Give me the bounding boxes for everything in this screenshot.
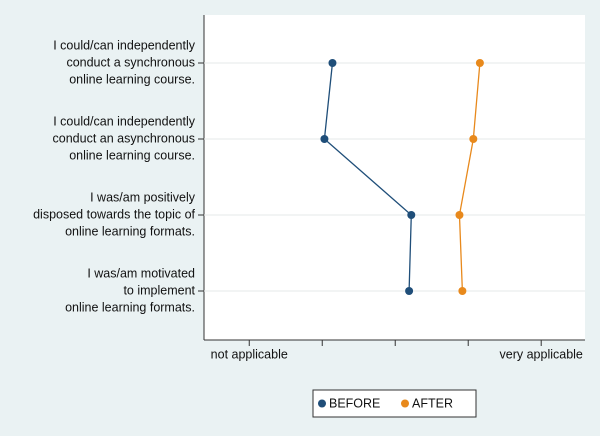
- y-tick-label: to implement: [123, 283, 195, 297]
- series-line: [323, 62, 412, 292]
- point: [469, 135, 478, 143]
- point: [475, 59, 484, 67]
- point: [405, 287, 414, 295]
- y-tick-label: online learning course.: [69, 148, 195, 162]
- y-tick-label: I was/am positively: [90, 190, 196, 204]
- point: [455, 211, 464, 219]
- y-tick-label: disposed towards the topic of: [33, 207, 195, 221]
- point: [407, 211, 416, 219]
- legend-marker: [401, 399, 409, 408]
- y-tick-label: I could/can independently: [53, 38, 196, 52]
- series-line: [458, 62, 481, 292]
- y-tick-label: conduct an asynchronous: [53, 131, 195, 145]
- point: [458, 287, 467, 295]
- plot-area: [204, 15, 585, 340]
- legend-label: AFTER: [412, 396, 453, 410]
- y-tick-label: online learning formats.: [65, 224, 195, 238]
- y-tick-label: I was/am motivated: [87, 266, 195, 280]
- point: [328, 59, 337, 67]
- point: [320, 135, 329, 143]
- y-tick-label: I could/can independently: [53, 114, 196, 128]
- y-tick-label: conduct a synchronous: [66, 55, 195, 69]
- y-tick-label: online learning formats.: [65, 300, 195, 314]
- legend-label: BEFORE: [329, 396, 380, 410]
- x-tick-label: very applicable: [500, 347, 583, 361]
- legend: [312, 389, 477, 418]
- y-tick-label: online learning course.: [69, 72, 195, 86]
- legend-marker: [318, 399, 326, 408]
- x-tick-label: not applicable: [211, 347, 288, 361]
